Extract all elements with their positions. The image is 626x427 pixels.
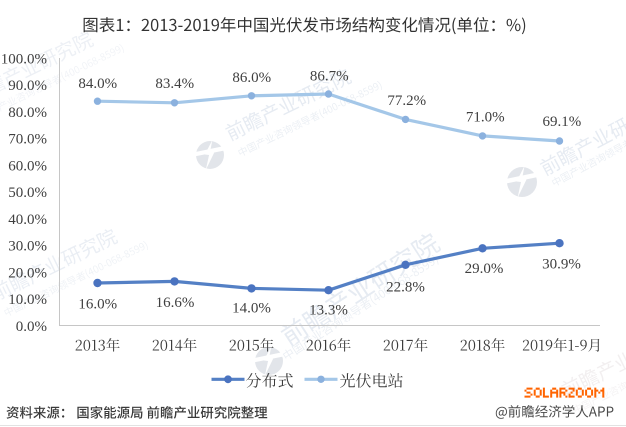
svg-text:30.9%: 30.9% xyxy=(542,256,581,272)
svg-text:86.7%: 86.7% xyxy=(310,69,349,85)
svg-text:86.0%: 86.0% xyxy=(232,70,271,86)
svg-text:13.3%: 13.3% xyxy=(309,302,348,318)
svg-text:84.0%: 84.0% xyxy=(78,76,117,92)
svg-text:70.0%: 70.0% xyxy=(8,132,47,148)
svg-text:80.0%: 80.0% xyxy=(8,105,47,121)
svg-text:69.1%: 69.1% xyxy=(543,114,582,130)
svg-text:90.0%: 90.0% xyxy=(8,78,47,94)
svg-text:14.0%: 14.0% xyxy=(232,301,271,317)
svg-text:29.0%: 29.0% xyxy=(465,261,504,277)
svg-text:100.0%: 100.0% xyxy=(1,52,47,68)
svg-text:16.6%: 16.6% xyxy=(156,295,195,311)
svg-text:77.2%: 77.2% xyxy=(387,93,426,109)
svg-text:22.8%: 22.8% xyxy=(386,279,425,295)
svg-text:83.4%: 83.4% xyxy=(155,76,194,92)
svg-text:60.0%: 60.0% xyxy=(8,159,47,175)
svg-text:0.0%: 0.0% xyxy=(16,319,47,335)
svg-text:16.0%: 16.0% xyxy=(78,297,117,313)
svg-text:20.0%: 20.0% xyxy=(8,265,47,281)
svg-text:50.0%: 50.0% xyxy=(8,185,47,201)
svg-text:71.0%: 71.0% xyxy=(466,110,505,126)
svg-text:30.0%: 30.0% xyxy=(8,239,47,255)
svg-text:40.0%: 40.0% xyxy=(8,212,47,228)
svg-text:10.0%: 10.0% xyxy=(8,292,47,308)
